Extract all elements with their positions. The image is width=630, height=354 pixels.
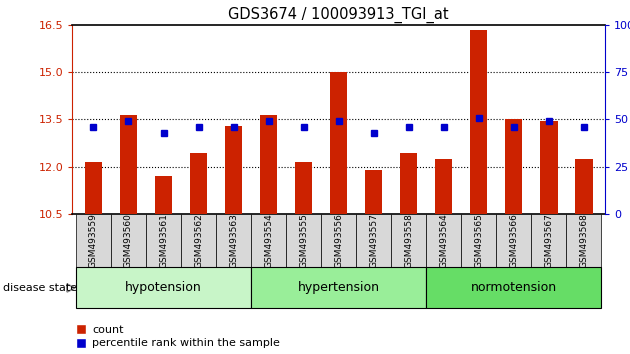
Bar bbox=[111, 214, 146, 267]
Bar bbox=[496, 214, 531, 267]
Bar bbox=[146, 214, 181, 267]
Text: GSM493564: GSM493564 bbox=[439, 213, 448, 268]
Bar bbox=[251, 267, 426, 308]
Bar bbox=[76, 267, 251, 308]
Bar bbox=[120, 115, 137, 214]
Text: GSM493559: GSM493559 bbox=[89, 213, 98, 268]
Text: GSM493561: GSM493561 bbox=[159, 213, 168, 268]
Bar bbox=[365, 170, 382, 214]
Bar bbox=[461, 214, 496, 267]
Text: GSM493563: GSM493563 bbox=[229, 213, 238, 268]
Bar bbox=[225, 126, 243, 214]
Bar bbox=[356, 214, 391, 267]
Bar bbox=[216, 214, 251, 267]
Text: GSM493557: GSM493557 bbox=[369, 213, 378, 268]
Text: hypertension: hypertension bbox=[297, 281, 380, 294]
Text: GSM493566: GSM493566 bbox=[509, 213, 518, 268]
Text: GSM493555: GSM493555 bbox=[299, 213, 308, 268]
Text: GSM493558: GSM493558 bbox=[404, 213, 413, 268]
Text: GSM493556: GSM493556 bbox=[334, 213, 343, 268]
Bar bbox=[76, 214, 111, 267]
Text: GSM493565: GSM493565 bbox=[474, 213, 483, 268]
Bar bbox=[531, 214, 566, 267]
Bar bbox=[391, 214, 426, 267]
Text: normotension: normotension bbox=[471, 281, 557, 294]
Bar bbox=[426, 267, 601, 308]
Bar bbox=[181, 214, 216, 267]
Bar bbox=[155, 176, 172, 214]
Bar bbox=[435, 159, 452, 214]
Text: GSM493560: GSM493560 bbox=[124, 213, 133, 268]
Text: GSM493568: GSM493568 bbox=[580, 213, 588, 268]
Bar bbox=[566, 214, 601, 267]
Bar bbox=[84, 162, 102, 214]
Legend: count, percentile rank within the sample: count, percentile rank within the sample bbox=[78, 325, 280, 348]
Bar bbox=[251, 214, 286, 267]
Bar bbox=[260, 115, 277, 214]
Bar bbox=[321, 214, 356, 267]
Text: disease state: disease state bbox=[3, 282, 77, 293]
Bar bbox=[330, 72, 347, 214]
Text: GSM493554: GSM493554 bbox=[264, 213, 273, 268]
Bar bbox=[400, 153, 418, 214]
Bar bbox=[295, 162, 312, 214]
Text: hypotension: hypotension bbox=[125, 281, 202, 294]
Bar bbox=[575, 159, 593, 214]
Text: GSM493567: GSM493567 bbox=[544, 213, 553, 268]
Text: GSM493562: GSM493562 bbox=[194, 213, 203, 268]
Bar bbox=[470, 29, 488, 214]
Bar bbox=[505, 119, 522, 214]
Bar bbox=[426, 214, 461, 267]
Title: GDS3674 / 100093913_TGI_at: GDS3674 / 100093913_TGI_at bbox=[228, 7, 449, 23]
Bar bbox=[190, 153, 207, 214]
Bar bbox=[286, 214, 321, 267]
Bar bbox=[540, 121, 558, 214]
